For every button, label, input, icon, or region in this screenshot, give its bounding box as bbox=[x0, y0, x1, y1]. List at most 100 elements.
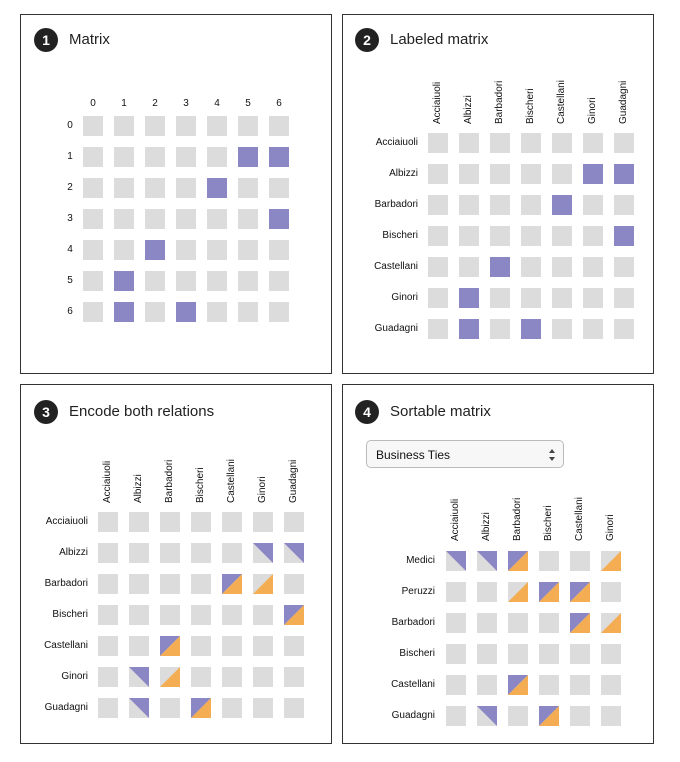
matrix2-cell bbox=[614, 257, 634, 277]
matrix1-row-index: 4 bbox=[67, 244, 73, 255]
matrix4-row-label: Bischeri bbox=[399, 648, 435, 659]
matrix3-cell bbox=[191, 512, 211, 532]
matrix2-column-label: Guadagni bbox=[618, 80, 629, 124]
matrix4-cell bbox=[508, 706, 528, 726]
matrix4-link-cell bbox=[508, 675, 528, 695]
matrix2-cell bbox=[521, 164, 541, 184]
matrix3-cell bbox=[129, 574, 149, 594]
matrix4-cell bbox=[539, 613, 559, 633]
matrix2-cell bbox=[521, 195, 541, 215]
matrix4-cell bbox=[477, 675, 497, 695]
matrix1-cell bbox=[238, 302, 258, 322]
matrix4-cell bbox=[446, 613, 466, 633]
matrix1-row-index: 0 bbox=[67, 120, 73, 131]
matrix1-cell bbox=[269, 302, 289, 322]
matrix3-cell bbox=[160, 574, 180, 594]
matrix3-cell bbox=[98, 574, 118, 594]
matrix4-cell bbox=[570, 644, 590, 664]
matrix1-cell bbox=[176, 209, 196, 229]
matrix2-cell bbox=[583, 195, 603, 215]
matrix2-cell bbox=[583, 133, 603, 153]
matrix4-link-cell bbox=[601, 551, 621, 571]
matrix1-link-cell bbox=[145, 240, 165, 260]
matrix1-cell bbox=[176, 178, 196, 198]
matrix2-cell bbox=[614, 133, 634, 153]
matrix1-cell bbox=[238, 178, 258, 198]
matrix4-link-cell bbox=[508, 582, 528, 602]
matrix2-cell bbox=[428, 257, 448, 277]
sort-order-select[interactable]: Business Ties bbox=[366, 440, 564, 468]
matrix3-cell bbox=[98, 605, 118, 625]
matrix2-cell bbox=[583, 226, 603, 246]
matrix4-row-label: Barbadori bbox=[391, 617, 435, 628]
matrix1-link-cell bbox=[114, 271, 134, 291]
matrix3-cell bbox=[222, 605, 242, 625]
matrix4-column-label: Ginori bbox=[605, 514, 616, 541]
matrix2-link-cell bbox=[459, 319, 479, 339]
matrix3-column-label: Castellani bbox=[226, 459, 237, 503]
matrix1-cell bbox=[176, 271, 196, 291]
matrix4-cell bbox=[508, 644, 528, 664]
matrix1-cell bbox=[176, 147, 196, 167]
matrix3-row-label: Guadagni bbox=[44, 702, 88, 713]
matrix1-link-cell bbox=[238, 147, 258, 167]
matrix2-column-label: Barbadori bbox=[494, 80, 505, 124]
matrix4-cell bbox=[446, 582, 466, 602]
matrix2-cell bbox=[583, 288, 603, 308]
matrix2-row-label: Albizzi bbox=[389, 168, 418, 179]
matrix1-cell bbox=[83, 178, 103, 198]
sort-order-select-value: Business Ties bbox=[376, 448, 451, 462]
matrix4-cell bbox=[446, 644, 466, 664]
matrix2-cell bbox=[459, 257, 479, 277]
matrix2-cell bbox=[521, 257, 541, 277]
matrix1-cell bbox=[207, 240, 227, 260]
matrix3-cell bbox=[191, 605, 211, 625]
matrix4-link-cell bbox=[570, 582, 590, 602]
matrix4-link-cell bbox=[477, 551, 497, 571]
matrix3-cell bbox=[253, 605, 273, 625]
matrix3-cell bbox=[160, 605, 180, 625]
matrix4-cell bbox=[601, 706, 621, 726]
matrix1-cell bbox=[114, 209, 134, 229]
matrix3-row-label: Acciaiuoli bbox=[45, 516, 88, 527]
matrix3-link-cell bbox=[253, 574, 273, 594]
matrix1-cell bbox=[238, 209, 258, 229]
matrix4-cell bbox=[477, 613, 497, 633]
matrix2-row-label: Guadagni bbox=[374, 323, 418, 334]
matrix2-cell bbox=[521, 288, 541, 308]
matrix1-column-index: 3 bbox=[183, 98, 189, 109]
matrix1-cell bbox=[207, 302, 227, 322]
matrix2-cell bbox=[490, 226, 510, 246]
matrix1-column-index: 4 bbox=[214, 98, 220, 109]
matrix4-cell bbox=[570, 706, 590, 726]
matrix4-row-label: Castellani bbox=[391, 679, 435, 690]
matrix2-row-label: Acciaiuoli bbox=[375, 137, 418, 148]
matrix2-cell bbox=[428, 288, 448, 308]
matrix1-cell bbox=[145, 178, 165, 198]
matrix3-cell bbox=[284, 698, 304, 718]
matrix3-cell bbox=[222, 543, 242, 563]
matrix2-link-cell bbox=[583, 164, 603, 184]
matrix4-cell bbox=[446, 706, 466, 726]
matrix2-link-cell bbox=[614, 226, 634, 246]
matrix3-link-cell bbox=[222, 574, 242, 594]
matrix3-cell bbox=[98, 698, 118, 718]
matrix2-column-label: Acciaiuoli bbox=[432, 81, 443, 124]
matrix3-row-label: Barbadori bbox=[44, 578, 88, 589]
matrix2-link-cell bbox=[521, 319, 541, 339]
matrix2-cell bbox=[490, 288, 510, 308]
matrix4-cell bbox=[601, 582, 621, 602]
matrix1-link-cell bbox=[176, 302, 196, 322]
matrix2-row-label: Bischeri bbox=[382, 230, 418, 241]
matrix1-cell bbox=[238, 240, 258, 260]
matrix4-link-cell bbox=[539, 706, 559, 726]
matrix3-cell bbox=[253, 512, 273, 532]
matrix1-cell bbox=[238, 116, 258, 136]
matrix1-row-index: 1 bbox=[67, 151, 73, 162]
matrix1-column-index: 0 bbox=[90, 98, 96, 109]
matrix3-cell bbox=[222, 636, 242, 656]
matrix4-column-label: Barbadori bbox=[512, 497, 523, 541]
panel-3-number-badge: 3 bbox=[34, 400, 58, 424]
matrix4-cell bbox=[570, 551, 590, 571]
matrix3-row-label: Bischeri bbox=[52, 609, 88, 620]
